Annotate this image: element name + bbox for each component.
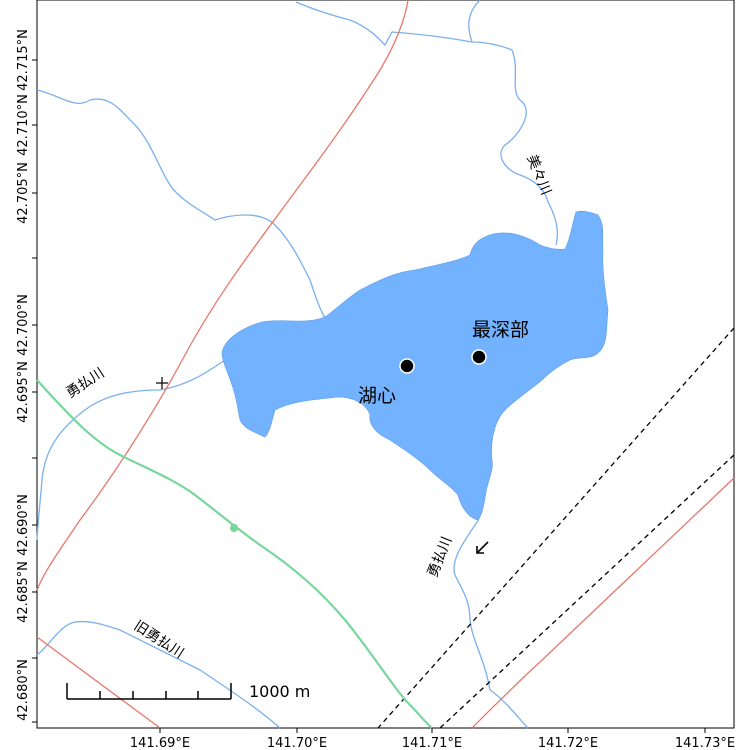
map-frame (36, 0, 735, 729)
y-tick-label: 42.695°N (16, 361, 31, 423)
scale-bar-label: 1000 m (249, 682, 310, 701)
y-tick-label: 42.710°N (16, 94, 31, 156)
x-tick-label: 141.73°E (675, 736, 735, 750)
road-southeast (471, 477, 735, 729)
cross-symbol (156, 377, 168, 389)
x-axis (159, 728, 706, 733)
road-network (36, 0, 735, 729)
x-tick-label: 141.71°E (402, 736, 462, 750)
y-tick-label: 42.690°N (16, 494, 31, 556)
y-tick-label: 42.680°N (16, 659, 31, 721)
deepest-point-marker (471, 349, 487, 365)
river-label-yufutsu-lower: 勇払川 (425, 535, 456, 580)
x-tick-label: 141.70°E (267, 736, 327, 750)
y-tick-label: 42.705°N (16, 162, 31, 224)
lake-center-marker (399, 358, 415, 374)
deepest-point-label: 最深部 (472, 319, 529, 341)
river-north-branch (468, 0, 481, 43)
railway-lines (377, 327, 735, 729)
road-diagonal-main (36, 0, 409, 591)
lake-center-label: 湖心 (358, 385, 396, 407)
river-label-yufutsu-left: 勇払川 (63, 365, 107, 401)
road-southwest (36, 636, 161, 729)
river-label-mimi: 美々川 (523, 153, 554, 198)
flow-arrow-icon (476, 541, 489, 554)
river-yufutsu-left (36, 359, 226, 541)
x-tick-label: 141.69°E (130, 736, 190, 750)
y-axis (32, 59, 37, 723)
river-yufutsu-lower (453, 494, 529, 729)
green-route-marker (230, 524, 238, 532)
river-old-yufutsu (36, 620, 281, 729)
y-tick-label: 42.715°N (16, 29, 31, 91)
y-tick-label: 42.700°N (16, 294, 31, 356)
railway-south (439, 454, 735, 729)
river-network (36, 0, 559, 729)
lake-utonai (221, 210, 609, 521)
x-tick-label: 141.72°E (538, 736, 598, 750)
green-route (36, 379, 433, 729)
scale-bar (66, 683, 232, 700)
river-west-branch (36, 89, 326, 319)
river-north-stream (295, 1, 559, 246)
y-tick-label: 42.685°N (16, 561, 31, 623)
